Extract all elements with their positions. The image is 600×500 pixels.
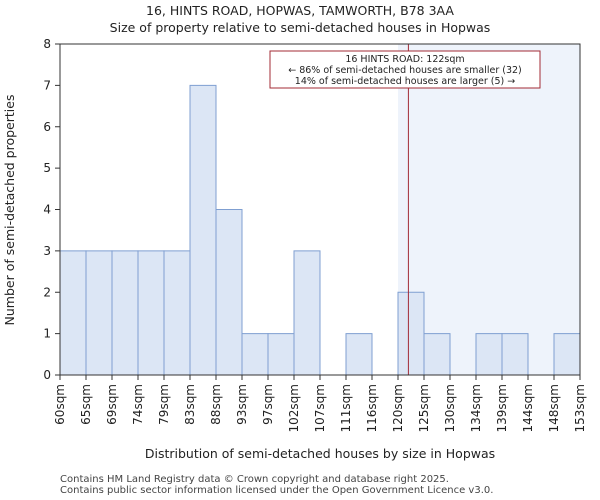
x-tick-label: 111sqm <box>339 384 353 432</box>
y-tick-label: 3 <box>43 244 51 258</box>
y-tick-label: 6 <box>43 120 51 134</box>
bar-60sqm <box>59 250 87 376</box>
x-tick-label: 65sqm <box>79 384 93 425</box>
x-tick-label: 93sqm <box>235 384 249 425</box>
chart-title: 16, HINTS ROAD, HOPWAS, TAMWORTH, B78 3A… <box>146 3 454 18</box>
y-tick-label: 0 <box>43 368 51 382</box>
x-axis-label: Distribution of semi-detached houses by … <box>145 446 495 461</box>
x-tick-label: 74sqm <box>131 384 145 425</box>
y-axis-label: Number of semi-detached properties <box>2 95 17 326</box>
chart-subtitle: Size of property relative to semi-detach… <box>110 20 491 35</box>
x-tick-label: 60sqm <box>53 384 67 425</box>
footer-line-2: Contains public sector information licen… <box>60 485 494 496</box>
x-tick-label: 69sqm <box>105 384 119 425</box>
bar-139sqm <box>501 333 529 376</box>
y-tick-label: 4 <box>43 203 51 217</box>
x-tick-label: 153sqm <box>573 384 587 432</box>
highlight-region <box>398 44 580 375</box>
bar-148sqm <box>553 333 581 376</box>
annotation-line-2: ← 86% of semi-detached houses are smalle… <box>288 65 522 76</box>
x-tick-label: 120sqm <box>391 384 405 432</box>
bar-134sqm <box>475 333 503 376</box>
x-tick-label: 139sqm <box>495 384 509 432</box>
y-tick-label: 2 <box>43 285 51 299</box>
x-tick-label: 107sqm <box>313 384 327 432</box>
y-tick-label: 1 <box>43 327 51 341</box>
bars-layer <box>59 84 581 376</box>
x-tick-label: 88sqm <box>209 384 223 425</box>
y-tick-label: 8 <box>43 37 51 51</box>
annotation-line-3: 14% of semi-detached houses are larger (… <box>295 76 515 87</box>
bar-79sqm <box>163 250 191 376</box>
annotation-line-1: 16 HINTS ROAD: 122sqm <box>345 54 464 65</box>
x-tick-label: 134sqm <box>469 384 483 432</box>
bar-83sqm <box>189 84 217 376</box>
bar-65sqm <box>85 250 113 376</box>
x-ticks: 60sqm 65sqm 69sqm 74sqm 79sqm 83sqm 88sqm 93sqm… <box>53 375 587 432</box>
bar-120sqm <box>397 291 425 376</box>
y-tick-label: 5 <box>43 161 51 175</box>
x-tick-label: 144sqm <box>521 384 535 432</box>
y-ticks: 0 1 2 3 4 5 6 7 8 <box>43 37 60 382</box>
x-tick-label: 83sqm <box>183 384 197 425</box>
x-tick-label: 102sqm <box>287 384 301 432</box>
x-tick-label: 116sqm <box>365 384 379 432</box>
y-tick-label: 7 <box>43 78 51 92</box>
bar-93sqm <box>241 333 269 376</box>
annotation-box <box>269 50 541 89</box>
plot-frame <box>59 43 581 376</box>
bar-111sqm <box>345 333 373 376</box>
x-tick-label: 130sqm <box>443 384 457 432</box>
x-tick-label: 125sqm <box>417 384 431 432</box>
bar-97sqm <box>267 333 295 376</box>
bar-125sqm <box>423 333 451 376</box>
x-tick-label: 148sqm <box>547 384 561 432</box>
footer-line-1: Contains HM Land Registry data © Crown c… <box>60 474 449 485</box>
bar-102sqm <box>293 250 321 376</box>
bar-88sqm <box>215 209 243 376</box>
bar-74sqm <box>137 250 165 376</box>
x-tick-label: 79sqm <box>157 384 171 425</box>
bar-69sqm <box>111 250 139 376</box>
x-tick-label: 97sqm <box>261 384 275 425</box>
